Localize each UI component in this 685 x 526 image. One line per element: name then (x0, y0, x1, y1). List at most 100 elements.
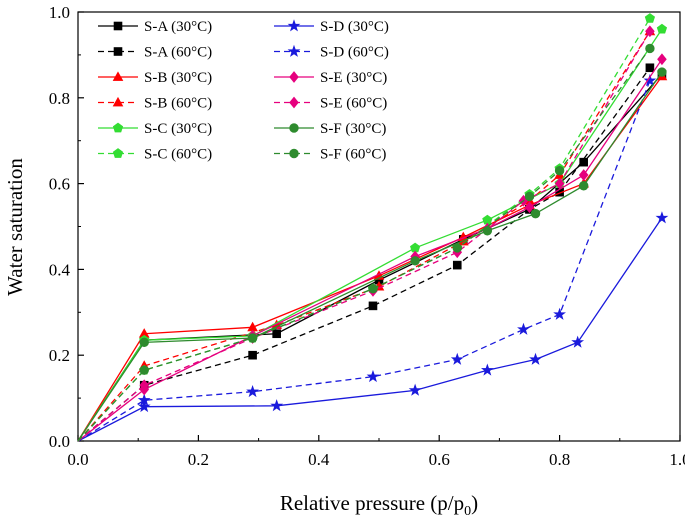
legend-label: S-B (60°C) (144, 96, 212, 112)
series-line (77, 80, 651, 442)
legend-label: S-B (30°C) (144, 70, 212, 86)
data-point (524, 201, 535, 214)
legend: S-A (30°C) S-A (60°C) S-B (30°C) S-B (60°C)… (98, 19, 389, 163)
legend-marker (289, 148, 299, 159)
series-layer (77, 13, 669, 442)
legend-entry: S-A (60°C) (98, 45, 212, 61)
legend-entry: S-E (30°C) (274, 70, 387, 86)
series-line (77, 48, 651, 442)
series-11 (77, 43, 655, 442)
data-point (246, 384, 259, 398)
legend-entry: S-B (30°C) (98, 70, 212, 86)
data-point (553, 307, 566, 320)
legend-label: S-C (60°C) (144, 147, 212, 163)
series-7 (77, 73, 657, 442)
legend-entry: S-F (30°C) (274, 121, 386, 137)
x-tick-label: 1.0 (669, 450, 685, 469)
y-tick-label: 0.8 (49, 89, 70, 108)
legend-label: S-C (30°C) (144, 121, 212, 137)
legend-entry: S-A (30°C) (98, 19, 212, 35)
y-tick-label: 1.0 (49, 3, 70, 22)
data-point (368, 301, 378, 311)
data-point (524, 191, 535, 202)
data-point (645, 43, 655, 54)
series-line (77, 75, 663, 442)
series-8 (77, 53, 667, 442)
data-point (139, 365, 149, 375)
data-point (554, 166, 565, 176)
data-point (368, 284, 378, 294)
data-point (137, 393, 151, 406)
x-axis-title-close: ) (471, 491, 478, 515)
series-line (77, 30, 651, 442)
data-point (643, 73, 657, 87)
series-line (77, 71, 663, 442)
x-tick-label: 0.8 (549, 450, 570, 469)
x-axis-title: Relative pressure (p/p0) (280, 491, 478, 519)
legend-label: S-A (30°C) (144, 19, 212, 35)
legend-label: S-E (30°C) (320, 70, 387, 86)
data-point (247, 333, 258, 343)
data-point (139, 337, 149, 348)
series-6 (77, 211, 669, 442)
data-point (452, 243, 462, 253)
legend-marker (113, 21, 123, 31)
y-tick-label: 0.4 (49, 260, 71, 279)
x-tick-label: 0.6 (429, 450, 450, 469)
data-point (137, 399, 151, 413)
legend-marker (113, 47, 123, 56)
data-point (657, 67, 667, 77)
data-point (645, 25, 655, 38)
legend-marker (287, 19, 301, 32)
legend-label: S-D (30°C) (320, 19, 389, 35)
y-tick-label: 0.2 (49, 346, 70, 365)
x-tick-label: 0.4 (308, 450, 330, 469)
legend-marker (287, 44, 301, 57)
data-point (578, 169, 589, 181)
data-point (571, 335, 585, 348)
legend-label: S-E (60°C) (320, 96, 387, 112)
legend-marker (112, 122, 124, 133)
data-point (452, 260, 462, 270)
series-9 (77, 25, 655, 442)
data-point (272, 329, 281, 339)
data-point (410, 256, 420, 266)
data-point (270, 399, 284, 412)
data-point (366, 369, 380, 383)
y-tick-label: 0.0 (49, 432, 70, 451)
data-point (450, 352, 464, 365)
legend-label: S-F (60°C) (320, 147, 386, 163)
x-axis-title-main: Relative pressure (p/p (280, 491, 464, 515)
legend-label: S-F (30°C) (320, 121, 386, 137)
data-point (655, 211, 669, 224)
data-point (578, 181, 589, 191)
data-point (645, 63, 655, 73)
legend-marker (112, 71, 124, 81)
data-point (480, 363, 494, 376)
data-point (410, 242, 421, 253)
data-point (517, 322, 530, 335)
data-point (529, 352, 542, 365)
data-point (530, 208, 541, 219)
x-axis-title-subscript: 0 (464, 504, 471, 519)
series-line (77, 217, 663, 442)
legend-entry: S-B (60°C) (98, 96, 212, 112)
legend-marker (289, 71, 299, 83)
legend-marker (289, 123, 299, 133)
data-point (482, 226, 493, 236)
series-10 (77, 67, 667, 442)
data-point (408, 383, 422, 396)
y-axis-title: Water saturation (3, 158, 27, 296)
legend-entry: S-D (60°C) (274, 45, 389, 61)
legend-entry: S-D (30°C) (274, 19, 389, 35)
data-point (248, 350, 257, 360)
data-point (554, 177, 565, 190)
legend-entry: S-C (60°C) (98, 147, 212, 163)
axis-ticks: 0.0 0.2 0.4 0.6 0.8 1.0 0.0 0.2 0.4 0.6 0.8 1.0 (49, 3, 685, 469)
legend-entry: S-E (60°C) (274, 96, 387, 112)
series-line (77, 58, 663, 442)
legend-marker (112, 96, 124, 107)
legend-label: S-D (60°C) (320, 45, 389, 61)
legend-marker (289, 96, 299, 109)
